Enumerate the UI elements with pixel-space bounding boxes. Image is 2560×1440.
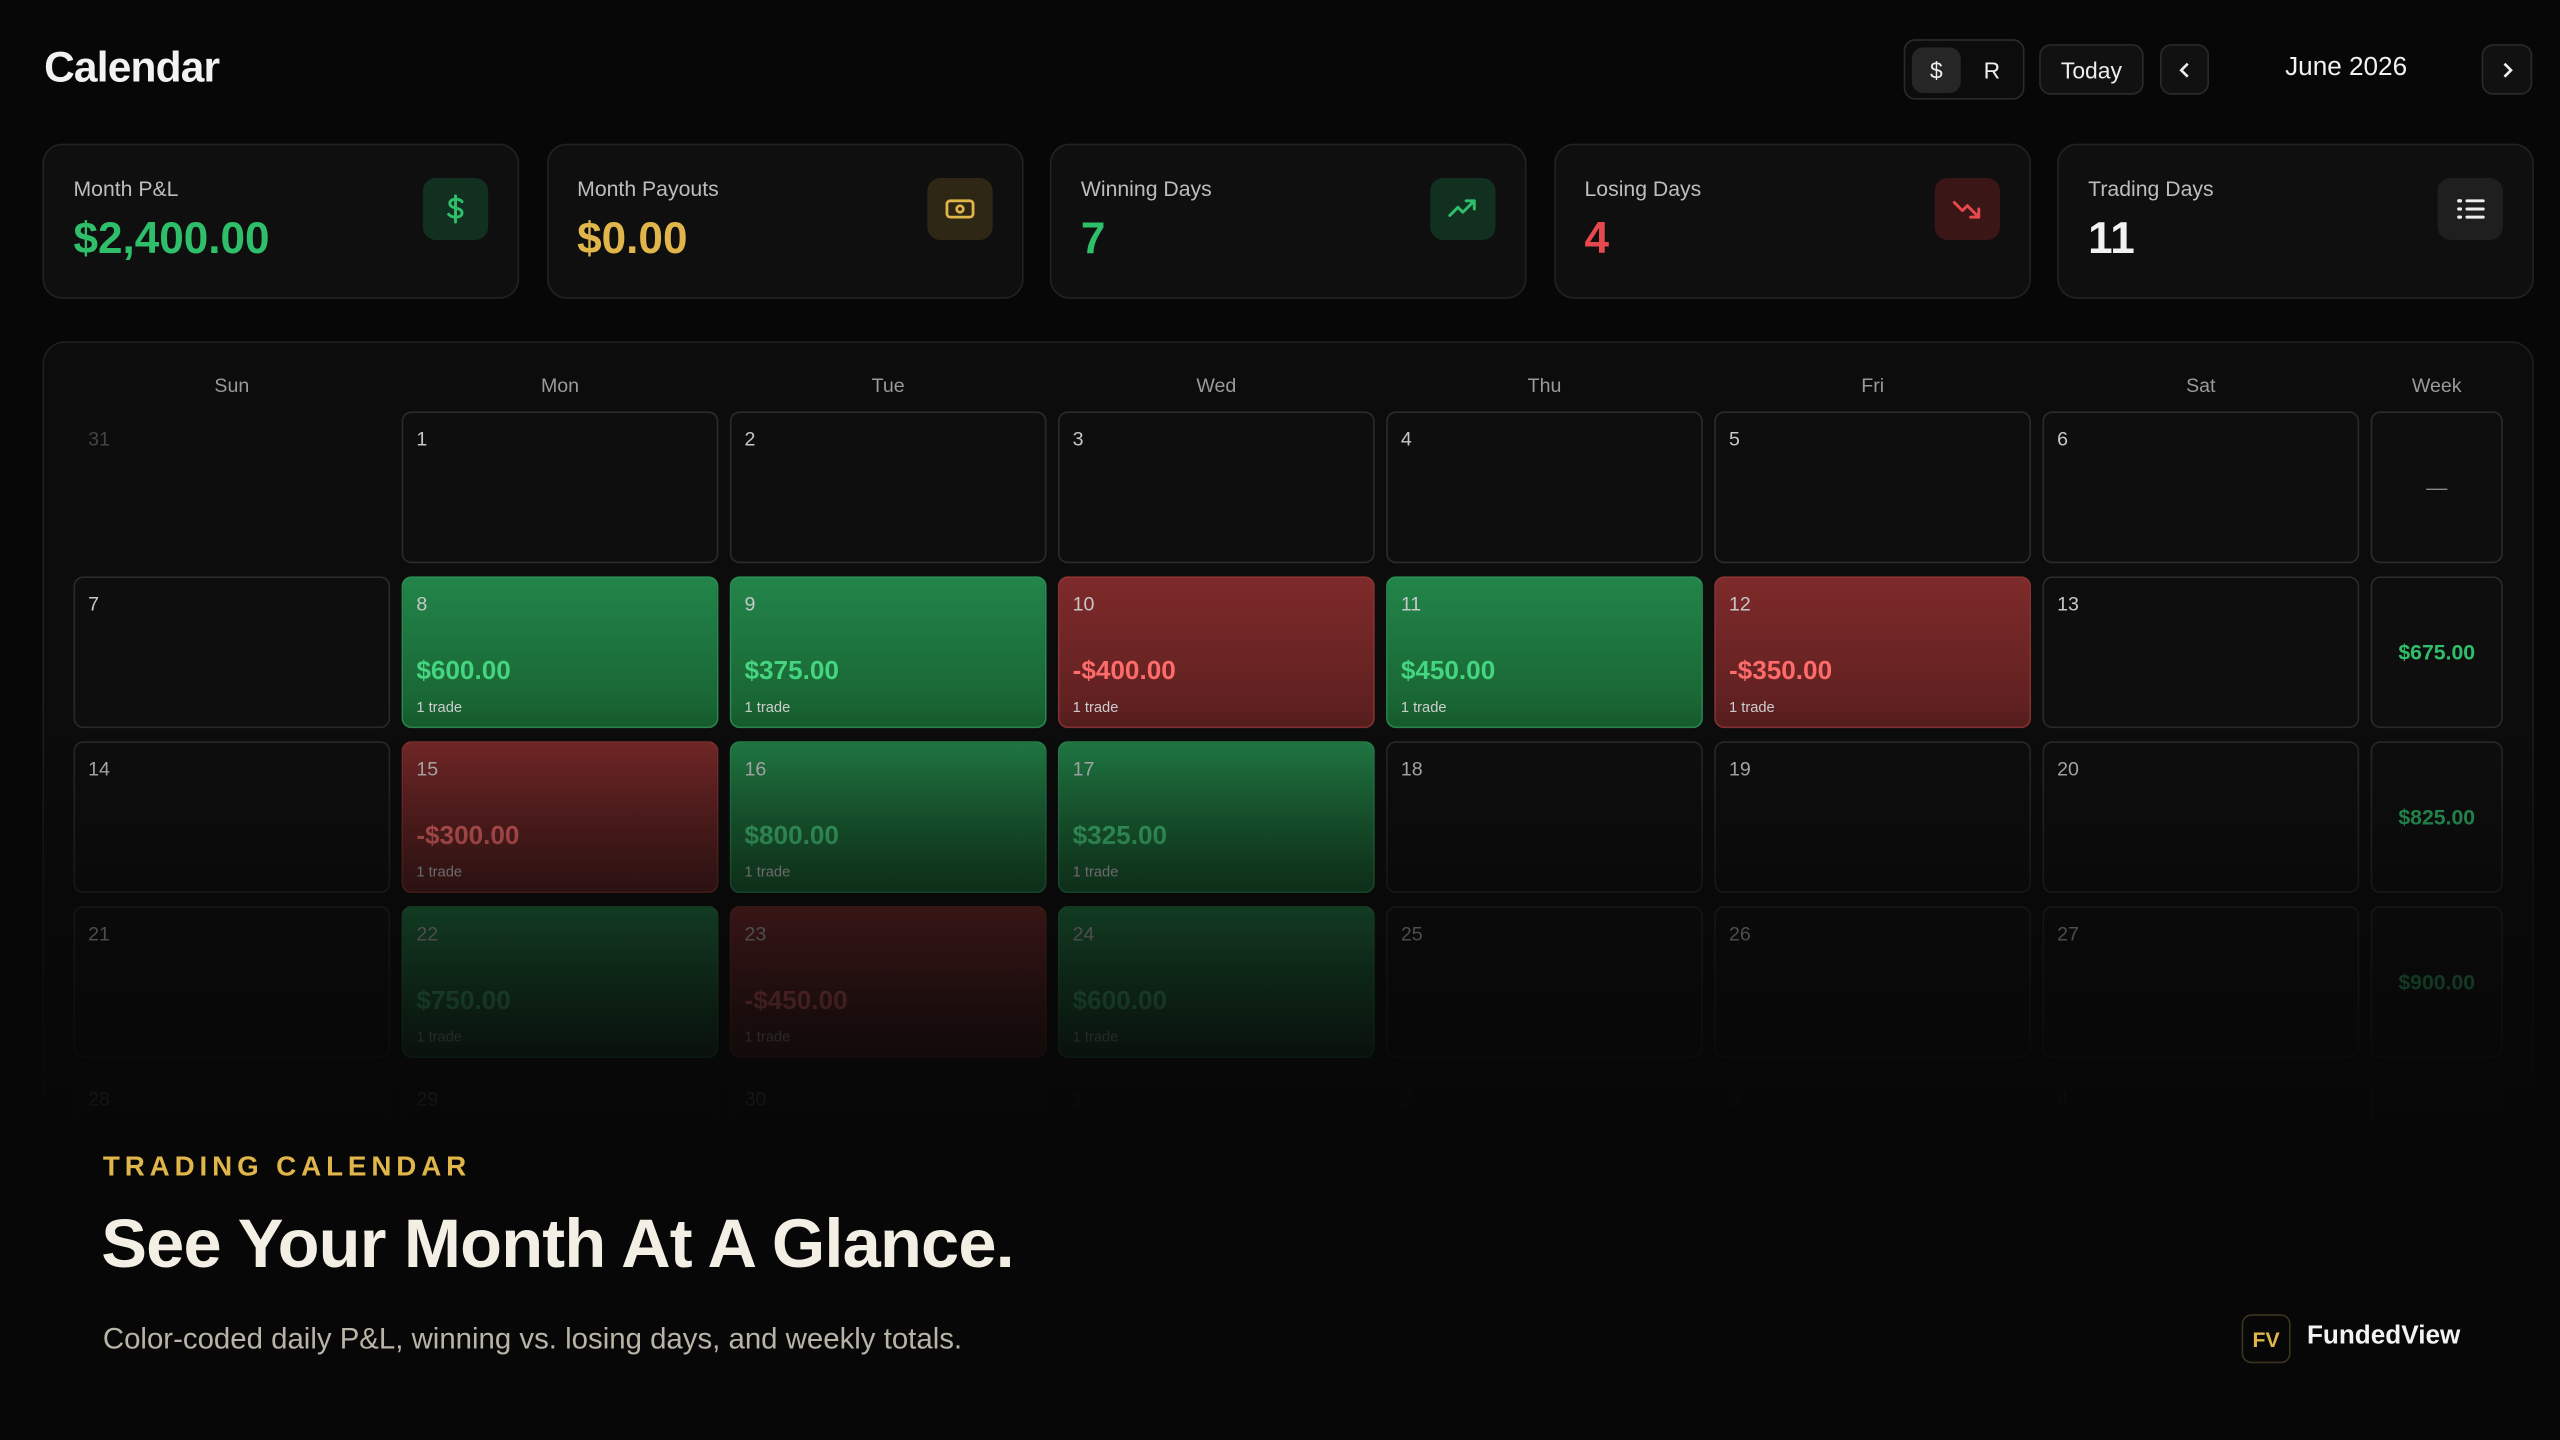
stat-value: 4 <box>1584 213 1610 263</box>
day-pnl: -$350.00 <box>1728 657 1833 686</box>
day-number: 10 <box>1072 592 1095 616</box>
toggle-r[interactable]: R <box>1983 57 2001 84</box>
weekday-header: Thu <box>1527 373 1562 397</box>
chevron-left <box>2179 61 2189 77</box>
chevron-right <box>2502 61 2513 77</box>
weekday-header: Wed <box>1196 373 1237 397</box>
headline: See Your Month At A Glance. <box>101 1204 1015 1282</box>
today-button[interactable]: Today <box>2039 44 2144 95</box>
stat-value: 11 <box>2088 213 2135 263</box>
day-number: 8 <box>416 592 428 616</box>
unit-toggle: $ R <box>1903 39 2025 100</box>
week-total: — <box>2370 411 2503 564</box>
icon <box>2457 199 2485 219</box>
stat-value: $0.00 <box>577 213 688 263</box>
icon <box>944 199 974 219</box>
stat-card: Trading Days 11 <box>2057 143 2534 299</box>
weekday-header: Mon <box>540 373 580 397</box>
day-number: 6 <box>2057 427 2069 451</box>
stat-card: Winning Days 7 <box>1049 143 1527 299</box>
day-cell: 6 <box>2042 411 2360 564</box>
stat-value: $2,400.00 <box>73 213 270 263</box>
day-number: 31 <box>88 427 110 451</box>
stat-label: Month Payouts <box>577 176 719 201</box>
stat-card: Month P&L $2,400.00 <box>42 143 520 299</box>
brand-name: FundedView <box>2306 1322 2461 1351</box>
day-cell: 5 <box>1714 411 2032 564</box>
fade-overlay <box>0 702 2560 1440</box>
day-number: 7 <box>88 592 100 616</box>
stat-card: Month Payouts $0.00 <box>546 143 1023 299</box>
day-cell: 2 <box>729 411 1047 564</box>
stat-icon <box>422 177 489 240</box>
icon <box>447 194 464 224</box>
day-pnl: -$400.00 <box>1072 657 1176 686</box>
day-number: 9 <box>744 592 756 616</box>
page-title: Calendar <box>44 42 220 92</box>
prev-month[interactable] <box>2160 44 2209 95</box>
stat-icon <box>1430 177 1496 240</box>
icon <box>1951 200 1980 219</box>
weekday-header: Fri <box>1861 373 1885 397</box>
stat-label: Month P&L <box>73 176 179 201</box>
stat-icon <box>1933 177 2000 240</box>
stat-card: Losing Days 4 <box>1553 143 2031 299</box>
weekday-header: Sat <box>2186 373 2216 397</box>
stat-label: Trading Days <box>2088 176 2214 201</box>
weekday-header: Sun <box>214 373 250 397</box>
brand-mark: FV <box>2241 1314 2291 1364</box>
day-number: 13 <box>2057 592 2079 616</box>
day-cell: 31 <box>73 411 390 563</box>
day-pnl: $450.00 <box>1400 657 1496 686</box>
current-month: June 2026 <box>2285 53 2408 82</box>
icon <box>1448 199 1476 217</box>
stat-icon <box>926 177 992 240</box>
day-number: 5 <box>1728 427 1740 451</box>
day-number: 2 <box>744 427 756 451</box>
day-number: 12 <box>1728 592 1751 616</box>
day-cell: 3 <box>1057 411 1375 564</box>
weekday-header: Week <box>2411 373 2462 397</box>
day-number: 11 <box>1400 592 1422 616</box>
next-month[interactable] <box>2481 44 2533 95</box>
day-pnl: $600.00 <box>416 657 511 686</box>
stat-label: Losing Days <box>1584 176 1702 201</box>
stat-label: Winning Days <box>1080 176 1212 201</box>
day-cell: 1 <box>401 411 719 564</box>
stat-icon <box>2437 177 2503 240</box>
toggle-dollar[interactable]: $ <box>1911 47 1961 94</box>
eyebrow: TRADING CALENDAR <box>102 1151 472 1183</box>
day-number: 3 <box>1072 427 1084 451</box>
subtitle: Color-coded daily P&L, winning vs. losin… <box>102 1322 963 1356</box>
day-number: 4 <box>1400 427 1412 451</box>
weekday-header: Tue <box>871 373 905 397</box>
day-cell: 4 <box>1386 411 1703 564</box>
day-pnl: $375.00 <box>744 657 839 686</box>
day-number: 1 <box>416 427 428 451</box>
stat-value: 7 <box>1080 213 1106 263</box>
